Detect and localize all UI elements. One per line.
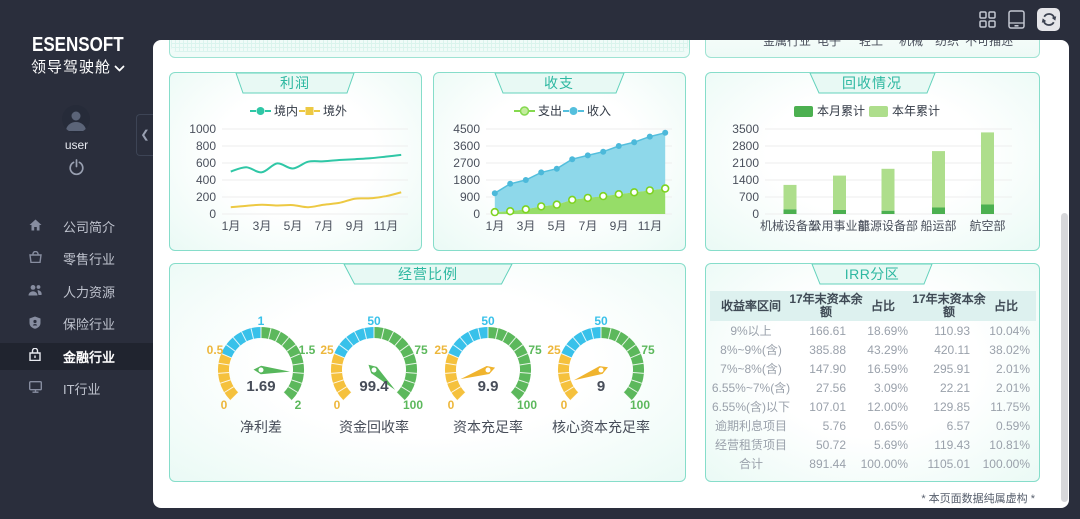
svg-text:核心资本充足率: 核心资本充足率 — [552, 419, 650, 435]
svg-text:境内: 境内 — [274, 103, 298, 118]
svg-text:5月: 5月 — [548, 219, 567, 233]
svg-text:利润: 利润 — [280, 75, 310, 91]
svg-text:0: 0 — [209, 207, 216, 221]
svg-text:净利差: 净利差 — [240, 419, 282, 435]
svg-text:3月: 3月 — [253, 219, 272, 233]
svg-text:船运部: 船运部 — [920, 218, 956, 233]
svg-text:400: 400 — [196, 173, 216, 187]
svg-text:7月: 7月 — [579, 219, 598, 233]
svg-text:600: 600 — [196, 156, 216, 170]
svg-text:200: 200 — [196, 190, 216, 204]
svg-text:IRR分区: IRR分区 — [845, 266, 900, 282]
svg-text:航空部: 航空部 — [969, 218, 1005, 233]
svg-text:11月: 11月 — [638, 219, 662, 233]
svg-text:2100: 2100 — [732, 156, 759, 170]
svg-text:公用事业部: 公用事业部 — [809, 218, 869, 233]
svg-text:9: 9 — [597, 378, 605, 395]
svg-text:1: 1 — [258, 314, 265, 328]
svg-text:收支: 收支 — [544, 75, 574, 91]
svg-text:11月: 11月 — [374, 219, 398, 233]
svg-text:2800: 2800 — [732, 139, 759, 153]
svg-text:1月: 1月 — [486, 219, 505, 233]
svg-text:9月: 9月 — [610, 219, 629, 233]
svg-text:800: 800 — [196, 139, 216, 153]
svg-text:本年累计: 本年累计 — [892, 104, 940, 118]
svg-text:1.5: 1.5 — [299, 343, 316, 357]
svg-text:700: 700 — [739, 190, 759, 204]
svg-text:99.4: 99.4 — [359, 378, 389, 395]
svg-text:900: 900 — [460, 190, 480, 204]
svg-text:1000: 1000 — [189, 122, 216, 136]
svg-text:境外: 境外 — [323, 103, 347, 118]
svg-text:1月: 1月 — [222, 219, 241, 233]
svg-text:机械设备部: 机械设备部 — [760, 218, 820, 233]
svg-text:回收情况: 回收情况 — [842, 75, 902, 91]
svg-text:1800: 1800 — [453, 173, 480, 187]
svg-text:收入: 收入 — [587, 104, 611, 118]
svg-text:0.5: 0.5 — [207, 343, 224, 357]
svg-text:5月: 5月 — [284, 219, 303, 233]
svg-text:2700: 2700 — [453, 156, 480, 170]
svg-text:7月: 7月 — [315, 219, 334, 233]
svg-text:能源设备部: 能源设备部 — [858, 218, 918, 233]
svg-text:9月: 9月 — [346, 219, 365, 233]
svg-text:1400: 1400 — [732, 173, 759, 187]
svg-text:4500: 4500 — [453, 122, 480, 136]
svg-text:支出: 支出 — [538, 104, 562, 118]
svg-text:资本充足率: 资本充足率 — [453, 419, 523, 435]
svg-text:3500: 3500 — [732, 122, 759, 136]
svg-text:2: 2 — [295, 398, 302, 412]
svg-text:0: 0 — [473, 207, 480, 221]
svg-text:3月: 3月 — [517, 219, 536, 233]
svg-text:1.69: 1.69 — [246, 378, 275, 395]
svg-text:0: 0 — [221, 398, 228, 412]
svg-text:9.9: 9.9 — [478, 378, 499, 395]
svg-text:经营比例: 经营比例 — [398, 266, 458, 282]
svg-text:本月累计: 本月累计 — [817, 104, 865, 118]
svg-text:0: 0 — [752, 207, 759, 221]
svg-text:资金回收率: 资金回收率 — [339, 419, 409, 435]
svg-text:3600: 3600 — [453, 139, 480, 153]
